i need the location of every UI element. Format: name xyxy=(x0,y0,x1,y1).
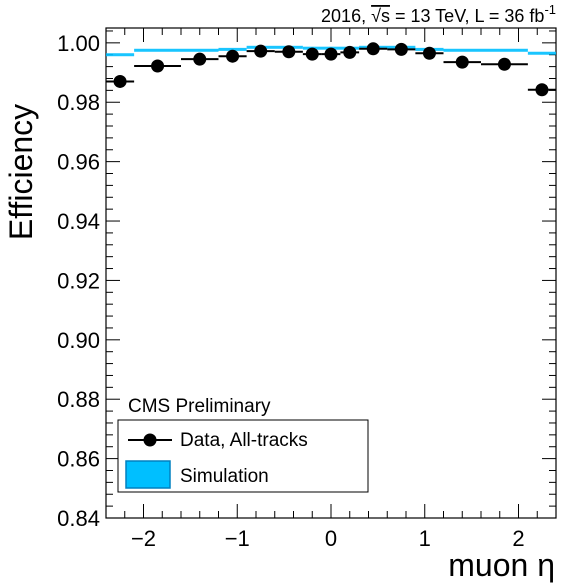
data-point xyxy=(226,49,240,63)
data-point xyxy=(343,45,357,59)
y-tick-label: 0.98 xyxy=(57,90,100,115)
y-tick-label: 0.86 xyxy=(57,447,100,472)
data-point xyxy=(394,42,408,56)
data-point xyxy=(497,57,511,71)
y-tick-label: 0.96 xyxy=(57,150,100,175)
x-tick-label: −1 xyxy=(225,526,250,551)
legend: Data, All-tracks Simulation xyxy=(117,419,369,493)
y-tick-label: 0.90 xyxy=(57,328,100,353)
legend-label-data: Data, All-tracks xyxy=(180,430,308,451)
header-prefix: 2016, xyxy=(321,6,371,26)
data-point xyxy=(324,47,338,61)
header-label: 2016, √s = 13 TeV, L = 36 fb-1 xyxy=(321,2,556,26)
header-energy: = 13 TeV, L = 36 fb xyxy=(390,6,544,26)
x-tick-label: 1 xyxy=(419,526,431,551)
data-point xyxy=(535,83,549,97)
legend-data-marker xyxy=(143,433,157,447)
simulation-band-segment xyxy=(359,45,416,49)
axis-ticks: 0.84 0.86 0.88 0.90 0.92 0.94 0.96 0.98 1.00 −2 −1… xyxy=(57,28,557,551)
simulation-band-segment xyxy=(218,47,247,51)
simulation-band-segment xyxy=(246,45,303,49)
data-point xyxy=(282,45,296,59)
x-axis-title: muon η xyxy=(448,547,555,583)
data-point xyxy=(193,52,207,66)
simulation-band-segment xyxy=(134,48,219,52)
y-tick-label: 0.94 xyxy=(57,209,100,234)
y-axis-title: Efficiency xyxy=(3,104,39,240)
data-point xyxy=(254,44,268,58)
y-tick-label: 0.84 xyxy=(57,506,100,531)
data-point xyxy=(113,74,127,88)
x-tick-label: 2 xyxy=(512,526,524,551)
data-point xyxy=(366,42,380,56)
header-sqrt: √s xyxy=(371,6,390,26)
data-series xyxy=(106,42,556,97)
legend-simulation-swatch xyxy=(125,460,171,489)
x-tick-label: 0 xyxy=(325,526,337,551)
simulation-band-segment xyxy=(527,51,556,55)
data-point xyxy=(305,47,319,61)
header-lumi-exponent: -1 xyxy=(544,2,556,17)
y-tick-label: 0.92 xyxy=(57,268,100,293)
legend-label-simulation: Simulation xyxy=(180,466,269,487)
x-tick-label: −2 xyxy=(131,526,156,551)
simulation-band-segment xyxy=(106,53,135,57)
data-point xyxy=(455,55,469,69)
y-tick-label: 0.88 xyxy=(57,387,100,412)
cms-preliminary-label: CMS Preliminary xyxy=(128,396,271,417)
simulation-band-segment xyxy=(443,48,528,52)
y-tick-label: 1.00 xyxy=(57,31,100,56)
data-point xyxy=(151,59,165,73)
data-point xyxy=(422,46,436,60)
